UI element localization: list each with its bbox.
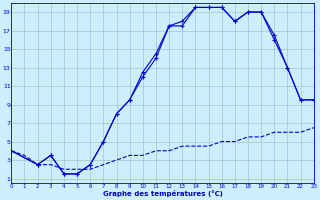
X-axis label: Graphe des températures (°C): Graphe des températures (°C) [103,190,222,197]
